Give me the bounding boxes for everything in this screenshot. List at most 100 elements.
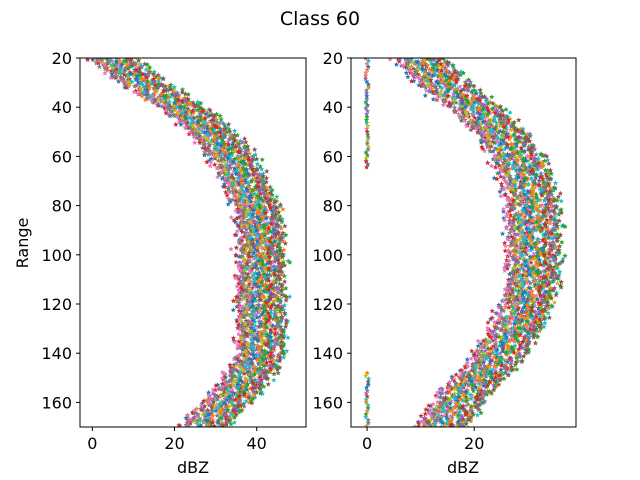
scatter-point bbox=[219, 136, 226, 142]
scatter-point bbox=[246, 253, 252, 259]
scatter-point bbox=[494, 344, 500, 350]
scatter-point bbox=[258, 223, 264, 229]
scatter-point bbox=[268, 250, 274, 256]
scatter-point bbox=[133, 67, 139, 73]
scatter-point bbox=[506, 293, 512, 299]
scatter-point bbox=[196, 128, 202, 134]
scatter-point bbox=[204, 131, 211, 137]
scatter-point bbox=[231, 217, 237, 223]
scatter-point bbox=[234, 155, 241, 161]
scatter-point bbox=[540, 162, 547, 168]
scatter-point bbox=[250, 231, 256, 237]
scatter-point bbox=[509, 152, 515, 158]
scatter-point bbox=[270, 345, 277, 351]
scatter-point bbox=[160, 76, 166, 82]
scatter-point bbox=[249, 253, 255, 259]
scatter-point bbox=[99, 58, 105, 63]
scatter-point bbox=[535, 166, 541, 172]
scatter-point bbox=[261, 328, 268, 334]
scatter-point bbox=[246, 362, 252, 368]
scatter-point bbox=[533, 174, 539, 180]
scatter-point bbox=[274, 221, 281, 227]
scatter-point bbox=[255, 266, 261, 272]
scatter-point bbox=[238, 262, 245, 268]
scatter-point bbox=[491, 140, 498, 146]
scatter-point bbox=[269, 217, 275, 223]
scatter-point bbox=[244, 258, 251, 264]
scatter-point bbox=[435, 64, 441, 70]
scatter-point bbox=[506, 208, 512, 214]
scatter-point bbox=[253, 288, 259, 295]
scatter-point bbox=[263, 262, 269, 268]
scatter-point bbox=[255, 357, 261, 363]
scatter-point bbox=[224, 395, 231, 401]
scatter-point bbox=[139, 93, 145, 99]
scatter-point bbox=[268, 267, 274, 273]
scatter-point bbox=[259, 166, 265, 172]
scatter-point bbox=[476, 101, 482, 107]
scatter-point bbox=[181, 120, 187, 126]
scatter-point bbox=[227, 162, 233, 169]
scatter-point bbox=[243, 358, 250, 364]
scatter-point bbox=[497, 188, 503, 194]
scatter-point bbox=[125, 72, 131, 78]
scatter-point bbox=[224, 149, 230, 156]
scatter-point bbox=[246, 218, 253, 224]
scatter-point bbox=[277, 299, 284, 305]
scatter-point bbox=[125, 58, 129, 61]
scatter-point bbox=[242, 375, 248, 381]
scatter-point bbox=[184, 112, 190, 118]
scatter-point bbox=[270, 352, 277, 358]
scatter-point bbox=[285, 334, 291, 340]
scatter-point bbox=[214, 396, 221, 402]
scatter-point bbox=[468, 418, 474, 424]
scatter-point bbox=[140, 71, 146, 77]
scatter-point bbox=[506, 271, 513, 277]
scatter-point bbox=[558, 198, 564, 204]
scatter-point bbox=[271, 234, 277, 240]
scatter-point bbox=[225, 403, 231, 409]
scatter-point bbox=[250, 389, 257, 395]
scatter-point bbox=[214, 165, 220, 171]
scatter-point bbox=[241, 257, 248, 263]
scatter-point bbox=[165, 87, 171, 93]
scatter-point bbox=[241, 356, 247, 362]
scatter-point bbox=[231, 191, 237, 197]
scatter-point bbox=[214, 129, 220, 135]
scatter-point bbox=[278, 324, 284, 330]
scatter-point bbox=[224, 384, 230, 390]
scatter-point bbox=[261, 303, 268, 309]
scatter-point bbox=[265, 368, 271, 374]
scatter-point bbox=[465, 76, 472, 83]
scatter-point bbox=[546, 210, 552, 216]
scatter-point bbox=[283, 320, 289, 326]
scatter-point bbox=[102, 70, 108, 76]
scatter-point bbox=[277, 247, 283, 253]
scatter-point bbox=[422, 411, 428, 417]
scatter-point bbox=[217, 409, 223, 415]
scatter-point bbox=[254, 275, 261, 281]
scatter-point bbox=[225, 176, 231, 182]
scatter-point bbox=[242, 378, 248, 385]
scatter-point bbox=[504, 347, 510, 353]
scatter-point bbox=[281, 273, 287, 279]
figure-title: Class 60 bbox=[280, 8, 360, 30]
scatter-point bbox=[242, 267, 248, 273]
scatter-point bbox=[468, 127, 474, 133]
scatter-point bbox=[240, 328, 246, 334]
scatter-point bbox=[497, 350, 503, 356]
left-x-ticks: 0 20 40 bbox=[87, 427, 267, 453]
scatter-point bbox=[176, 115, 182, 121]
scatter-point bbox=[259, 267, 266, 273]
scatter-point bbox=[193, 419, 199, 425]
scatter-point bbox=[459, 377, 465, 383]
scatter-point bbox=[489, 308, 495, 314]
scatter-point bbox=[245, 238, 251, 244]
scatter-point bbox=[263, 188, 269, 194]
scatter-point bbox=[252, 369, 258, 375]
scatter-point bbox=[230, 181, 236, 187]
scatter-point bbox=[233, 411, 239, 418]
scatter-point bbox=[433, 68, 439, 74]
scatter-point bbox=[257, 226, 264, 232]
scatter-point bbox=[225, 189, 232, 195]
